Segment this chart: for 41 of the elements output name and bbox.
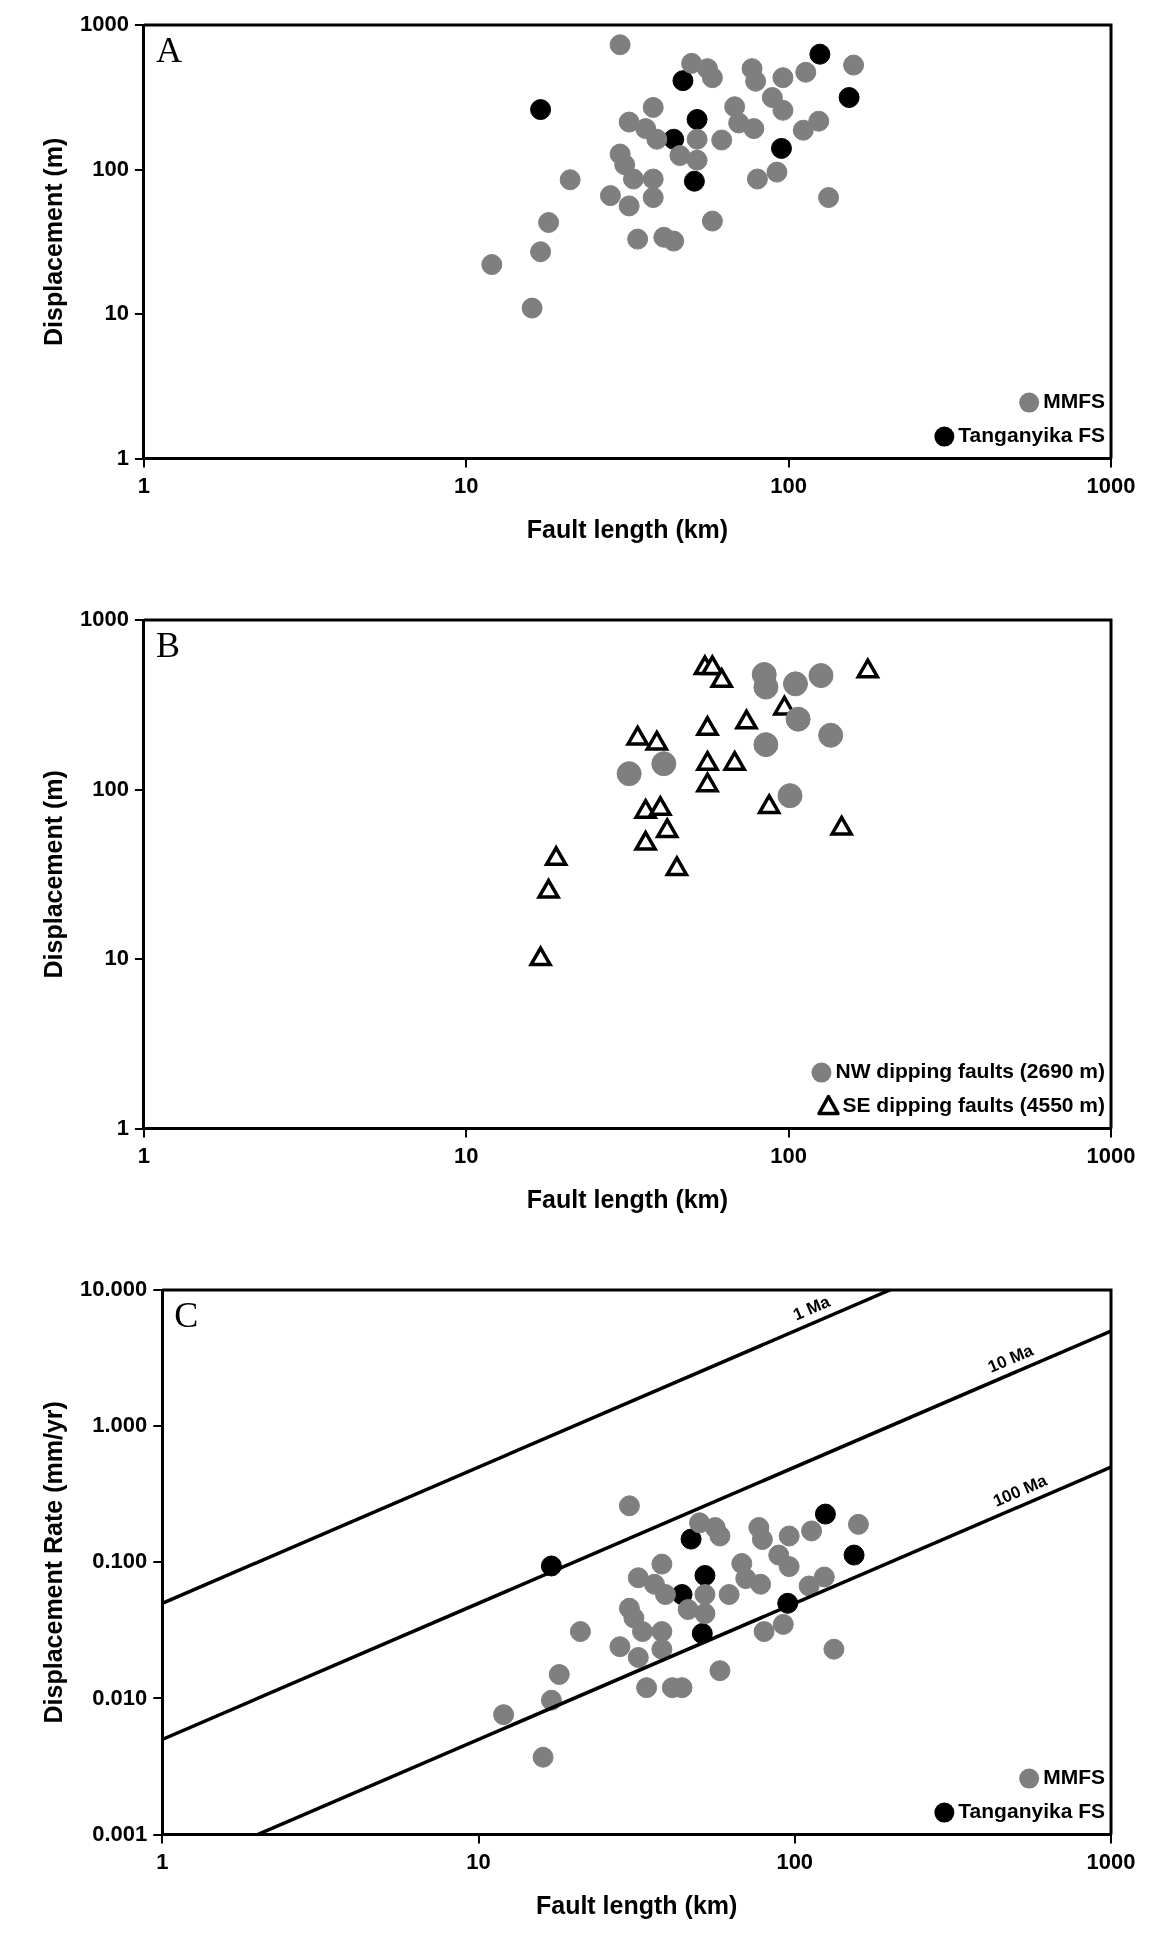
x-tick-label: 1 bbox=[156, 1848, 169, 1874]
annotation: C bbox=[174, 1295, 199, 1336]
y-tick-label: 1000 bbox=[79, 606, 129, 632]
legend-label: MMFS bbox=[1043, 389, 1106, 413]
x-tick-label: 100 bbox=[770, 1142, 808, 1168]
text: 10 Ma bbox=[985, 1340, 1037, 1377]
y-tick-label: 10 bbox=[104, 945, 129, 971]
text: 1 Ma bbox=[790, 1291, 834, 1325]
y-axis-title: Displacement (m) bbox=[38, 137, 67, 346]
x-tick-label: 10 bbox=[454, 1142, 479, 1168]
y-tick-label: 10.000 bbox=[79, 1276, 148, 1302]
x-axis-title: Fault length (km) bbox=[535, 1890, 738, 1919]
y-tick-label: 0.100 bbox=[92, 1548, 148, 1574]
x-tick-label: 10 bbox=[466, 1848, 491, 1874]
x-tick-label: 100 bbox=[776, 1848, 814, 1874]
y-tick-label: 10 bbox=[104, 300, 129, 326]
legend-label: SE dipping faults (4550 m) bbox=[842, 1093, 1106, 1117]
y-tick-label: 100 bbox=[92, 775, 129, 801]
x-axis-title: Fault length (km) bbox=[526, 514, 729, 543]
legend-label: MMFS bbox=[1043, 1765, 1106, 1789]
legend-label: NW dipping faults (2690 m) bbox=[835, 1059, 1105, 1083]
x-tick-label: 1000 bbox=[1086, 1142, 1136, 1168]
y-tick-label: 1 bbox=[116, 1114, 129, 1140]
legend-label: Tanganyika FS bbox=[958, 423, 1105, 447]
y-tick-label: 1.000 bbox=[92, 1412, 148, 1438]
legend-label: Tanganyika FS bbox=[958, 1799, 1105, 1823]
y-tick-label: 1000 bbox=[79, 11, 129, 37]
x-tick-label: 10 bbox=[454, 472, 479, 498]
annotation: A bbox=[155, 30, 182, 71]
y-axis-title: Displacement (m) bbox=[38, 770, 67, 979]
text: 100 Ma bbox=[990, 1470, 1051, 1511]
x-tick-label: 1000 bbox=[1086, 472, 1136, 498]
y-tick-label: 0.001 bbox=[92, 1820, 148, 1846]
y-tick-label: 0.010 bbox=[92, 1684, 148, 1710]
x-tick-label: 1000 bbox=[1086, 1848, 1136, 1874]
y-tick-label: 100 bbox=[92, 155, 129, 181]
annotation: B bbox=[155, 625, 180, 666]
x-tick-label: 100 bbox=[770, 472, 808, 498]
y-tick-label: 1 bbox=[116, 444, 129, 470]
x-axis-title: Fault length (km) bbox=[526, 1184, 729, 1213]
y-axis-title: Displacement Rate (mm/yr) bbox=[38, 1401, 67, 1724]
